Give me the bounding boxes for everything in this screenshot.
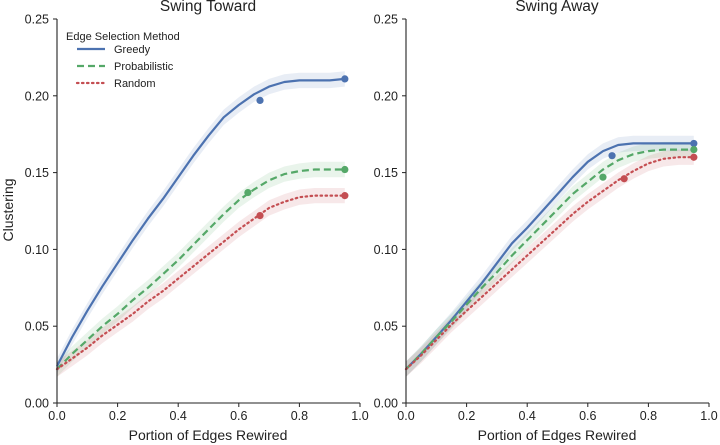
marker-layer [599,139,698,183]
legend-label-probabilistic: Probabilistic [114,61,174,73]
line-layer [404,142,695,371]
band-layer [57,71,345,377]
legend: Edge Selection Method Greedy Probabilist… [66,31,180,90]
chart-title: Swing Toward [160,0,256,15]
x-tick-label: 0.0 [397,409,414,423]
marker-point-greedy [256,96,264,105]
y-axis-label: Clustering [0,178,16,241]
y-tick-label: 0.05 [374,320,398,334]
y-tick-label: 0.10 [374,243,398,257]
series-line-random [404,156,695,371]
axes-layer [53,18,361,407]
marker-layer [244,75,349,220]
legend-title: Edge Selection Method [66,31,180,43]
chart-title: Swing Away [515,0,599,15]
x-tick-label: 0.2 [458,409,475,423]
end-point-greedy [690,139,698,148]
x-axis-label: Portion of Edges Rewired [129,427,288,443]
series-line-probabilistic [405,148,694,370]
marker-point-random [620,175,628,183]
y-tick-label: 0.25 [25,13,49,27]
marker-point-probabilistic [244,188,252,197]
end-point-greedy [341,75,349,83]
band-probabilistic [406,141,694,377]
x-tick-label: 0.4 [170,409,187,423]
chart-swing-away: Swing Away Portion of Edges Rewired 0.0 0… [374,0,718,443]
x-tick-label: 0.4 [519,409,536,423]
chart-swing-toward: Swing Toward Clustering Portion of Edges… [0,0,369,443]
end-point-random [341,192,349,200]
x-tick-label: 0.0 [48,409,65,423]
y-tick-label: 0.00 [25,397,49,411]
end-point-random [690,153,698,161]
band-layer [406,135,694,377]
y-tick-label: 0.15 [374,166,398,180]
end-point-probabilistic [341,165,349,174]
x-tick-label: 0.2 [109,409,126,423]
x-tick-label: 0.6 [230,409,247,423]
series-line-probabilistic [56,168,345,370]
y-tick-label: 0.05 [25,320,49,334]
series-line-greedy [405,142,694,370]
x-tick-label: 0.8 [640,409,657,423]
band-random [406,149,694,377]
x-tick-label: 0.6 [579,409,596,423]
y-tick-label: 0.00 [374,397,398,411]
band-greedy [406,135,694,377]
x-axis-label: Portion of Edges Rewired [478,427,637,443]
marker-point-random [256,212,264,220]
end-point-probabilistic [690,145,698,154]
line-layer [55,77,346,371]
legend-label-greedy: Greedy [114,44,151,56]
tick-layer: 0.0 0.2 0.4 0.6 0.8 1.0 0.00 0.05 0.10 0.15 0.20 0.… [374,13,718,424]
y-tick-label: 0.25 [374,13,398,27]
tick-layer: 0.0 0.2 0.4 0.6 0.8 1.0 0.00 0.05 0.10 0.15 0.20 0.… [25,13,369,424]
x-tick-label: 1.0 [700,409,717,423]
marker-point-greedy [608,152,616,160]
axes-layer [402,18,710,407]
y-tick-label: 0.20 [374,89,398,103]
series-line-greedy [56,77,345,367]
x-tick-label: 1.0 [351,409,368,423]
y-tick-label: 0.15 [25,166,49,180]
legend-label-random: Random [114,78,156,90]
marker-point-probabilistic [599,173,607,181]
y-tick-label: 0.10 [25,243,49,257]
y-tick-label: 0.20 [25,89,49,103]
x-tick-label: 0.8 [291,409,308,423]
series-line-random [55,194,346,371]
